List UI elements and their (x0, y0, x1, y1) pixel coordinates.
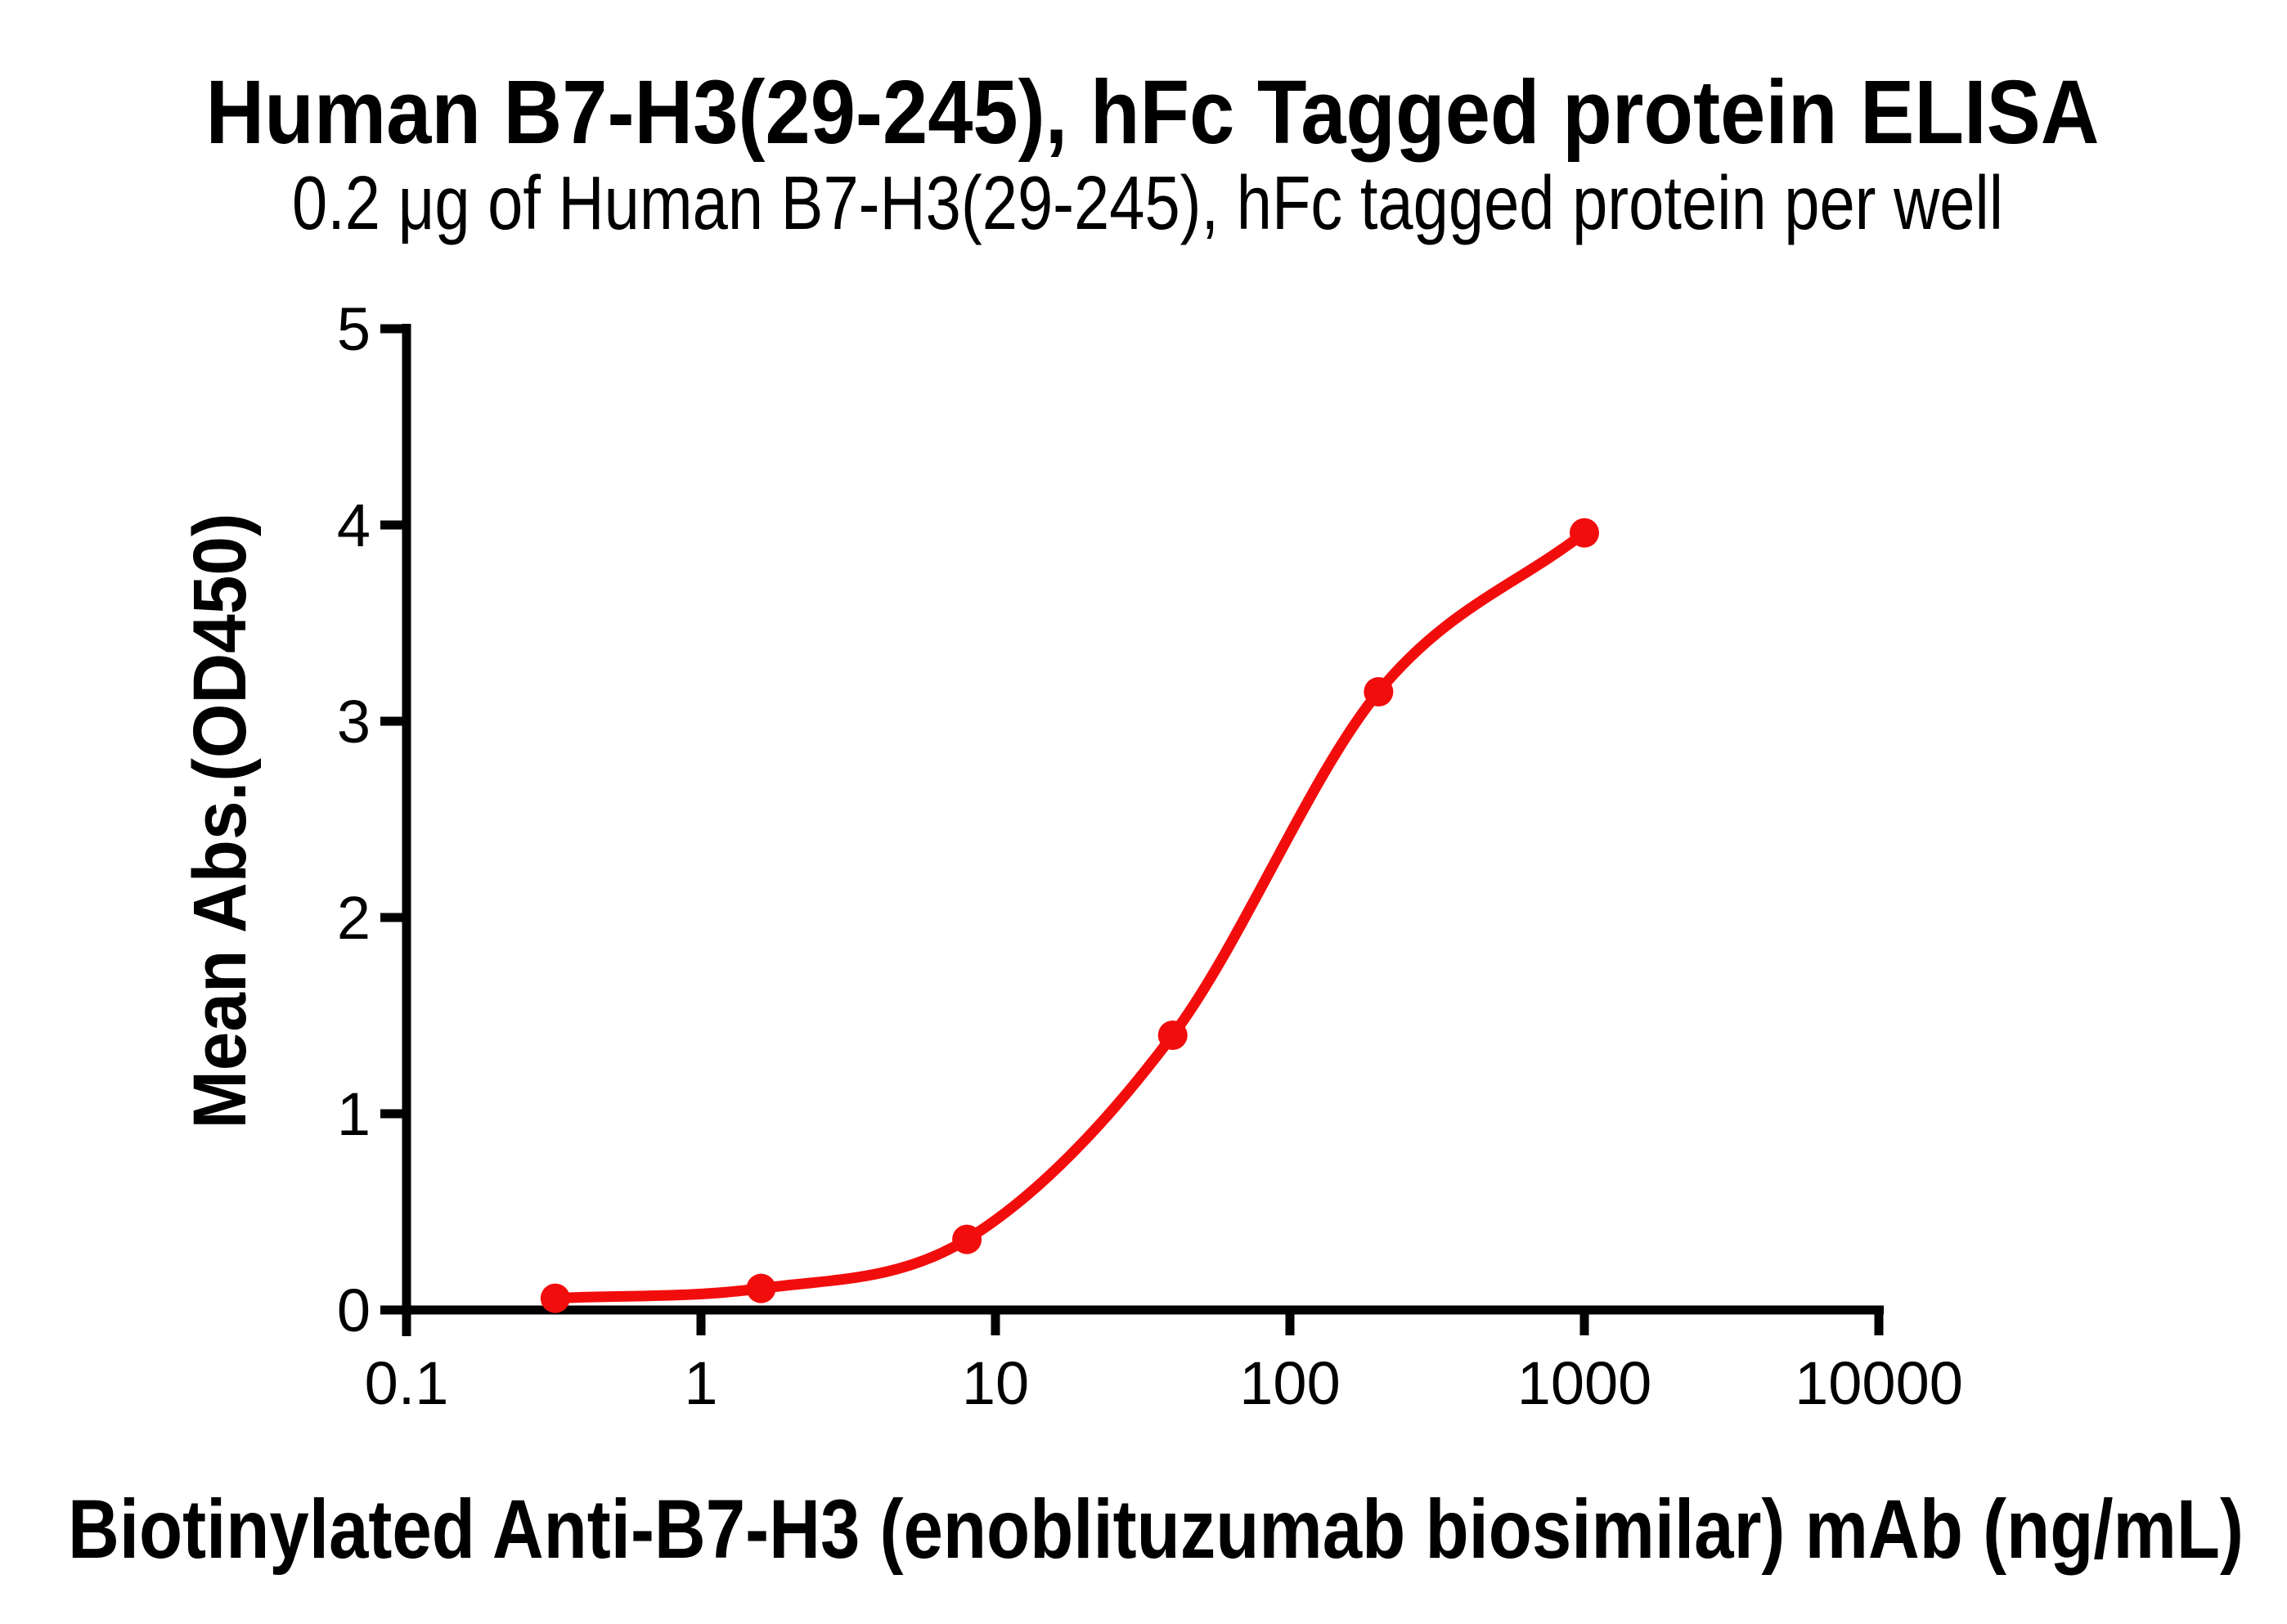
x-axis-tick-labels: 0.1 1 10 100 1000 10000 (365, 1349, 1963, 1417)
y-tick-label: 2 (337, 884, 371, 952)
data-point (1157, 1021, 1188, 1050)
x-tick-label: 0.1 (365, 1349, 449, 1417)
y-axis-title: Mean Abs.(OD450) (178, 514, 262, 1129)
data-point (952, 1224, 982, 1254)
dose-response-curve (550, 527, 1590, 1304)
y-tick-label: 3 (337, 688, 371, 756)
data-point (1570, 518, 1599, 548)
x-tick-label: 1 (684, 1349, 717, 1417)
x-axis-title: Biotinylated Anti-B7-H3 (enoblituzumab b… (68, 1483, 2244, 1576)
y-axis-tick-labels: 0 1 2 3 4 5 (337, 295, 371, 1344)
y-tick-label: 1 (337, 1080, 371, 1148)
dose-response-series (540, 518, 1599, 1313)
data-point (540, 1283, 570, 1313)
x-tick-label: 10 (962, 1349, 1029, 1417)
y-axis-ticks (380, 324, 407, 1315)
x-axis-ticks (696, 1310, 1884, 1335)
x-tick-label: 100 (1239, 1349, 1340, 1417)
y-tick-label: 0 (337, 1276, 371, 1344)
data-point (746, 1273, 776, 1303)
data-point (1364, 677, 1394, 707)
x-tick-label: 10000 (1795, 1349, 1963, 1417)
chart-title: Human B7-H3(29-245), hFc Tagged protein … (206, 62, 2100, 163)
y-tick-label: 4 (337, 491, 371, 559)
chart-subtitle: 0.2 μg of Human B7-H3(29-245), hFc tagge… (292, 160, 2003, 245)
x-tick-label: 1000 (1517, 1349, 1652, 1417)
axes (402, 324, 1884, 1336)
y-tick-label: 5 (337, 295, 371, 363)
